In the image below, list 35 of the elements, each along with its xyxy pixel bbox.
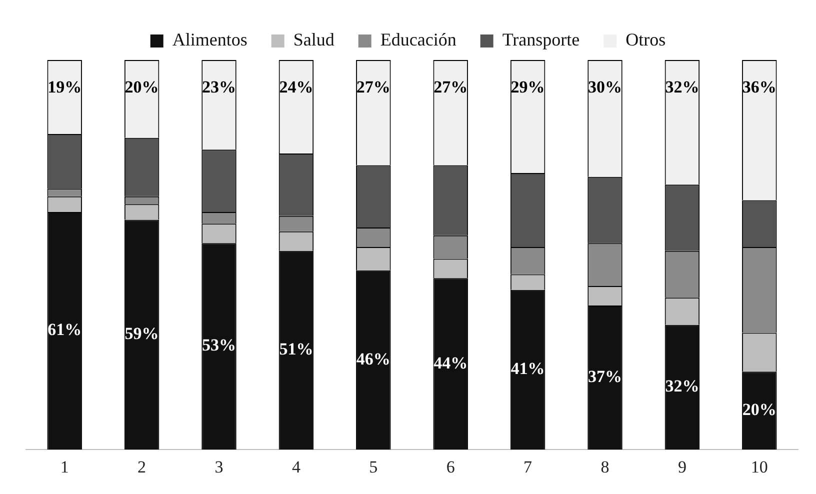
data-label: 19% bbox=[48, 77, 82, 96]
data-label: 36% bbox=[742, 77, 776, 96]
data-label: 32% bbox=[665, 376, 700, 396]
legend-label: Transporte bbox=[502, 30, 580, 50]
legend-label: Alimentos bbox=[172, 30, 248, 50]
data-label: 41% bbox=[510, 359, 545, 378]
x-tick-label: 10 bbox=[750, 457, 768, 476]
x-tick-label: 6 bbox=[446, 457, 455, 476]
x-tick-label: 3 bbox=[214, 457, 224, 476]
x-tick-label: 5 bbox=[369, 457, 378, 476]
data-label: 24% bbox=[279, 77, 314, 96]
x-tick-label: 8 bbox=[600, 457, 610, 476]
x-tick-label: 9 bbox=[678, 457, 686, 476]
legend-label: Educación bbox=[380, 30, 456, 50]
data-label: 53% bbox=[202, 336, 236, 355]
data-label: 23% bbox=[202, 77, 236, 96]
data-label: 27% bbox=[434, 77, 468, 96]
x-tick-label: 7 bbox=[524, 457, 533, 476]
data-label: 59% bbox=[124, 324, 159, 344]
data-label: 20% bbox=[124, 77, 159, 96]
data-label: 27% bbox=[356, 77, 390, 96]
legend-label: Otros bbox=[626, 30, 666, 50]
x-tick-label: 1 bbox=[60, 457, 69, 476]
x-tick-label: 2 bbox=[138, 457, 146, 476]
legend-label: Salud bbox=[293, 30, 334, 50]
data-label: 29% bbox=[510, 77, 545, 96]
data-label: 44% bbox=[434, 353, 468, 372]
data-label: 37% bbox=[588, 366, 622, 386]
data-label: 30% bbox=[588, 77, 622, 96]
data-label: 61% bbox=[48, 320, 82, 340]
data-label: 20% bbox=[742, 400, 776, 420]
x-tick-label: 4 bbox=[292, 457, 301, 476]
data-label: 46% bbox=[356, 349, 390, 368]
data-label: 32% bbox=[665, 77, 700, 96]
data-label: 51% bbox=[279, 340, 314, 359]
